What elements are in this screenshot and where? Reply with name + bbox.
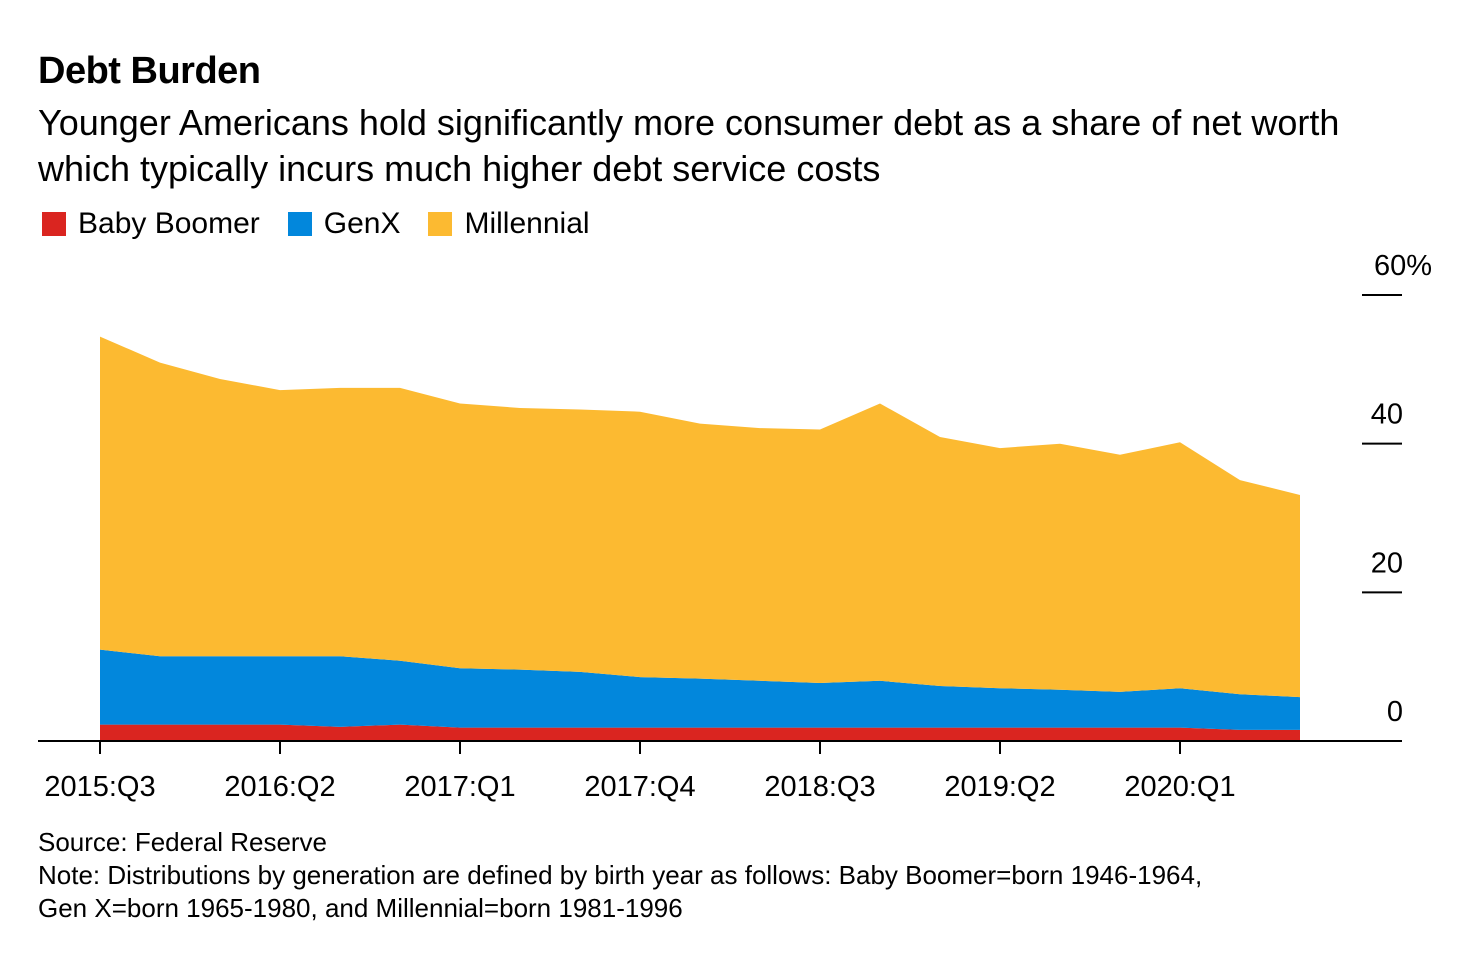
legend-item-baby-boomer: Baby Boomer [42, 207, 260, 241]
x-tick-label: 2015:Q3 [44, 771, 155, 803]
x-tick-label: 2020:Q1 [1124, 771, 1235, 803]
area-layers [100, 336, 1300, 741]
y-tick-label: 60% [1374, 250, 1432, 282]
legend-item-millennial: Millennial [428, 207, 590, 241]
legend-item-genx: GenX [287, 207, 401, 241]
chart-title: Debt Burden [38, 50, 261, 92]
x-tick-label: 2017:Q4 [584, 771, 695, 803]
footer: Source: Federal Reserve Note: Distributi… [38, 826, 1202, 925]
legend-label: GenX [323, 207, 401, 240]
legend-label: Baby Boomer [78, 207, 260, 240]
y-tick-label: 40 [1371, 399, 1403, 431]
legend-label: Millennial [464, 207, 590, 240]
source-note: Source: Federal Reserve [38, 827, 328, 857]
area-baby-boomer [100, 724, 1300, 741]
y-axis: 0 20 40 60% [1362, 250, 1432, 728]
legend-swatch-baby-boomer [42, 212, 66, 236]
x-tick-label: 2019:Q2 [944, 771, 1055, 803]
methodology-note-line-1: Note: Distributions by generation are de… [38, 860, 1203, 890]
x-axis: 2015:Q3 2016:Q2 2017:Q1 2017:Q4 2018:Q3 2019:… [44, 741, 1236, 803]
x-tick-label: 2018:Q3 [764, 771, 875, 803]
x-tick-label: 2016:Q2 [224, 771, 335, 803]
legend: Baby Boomer GenX Millennial [42, 207, 618, 241]
y-tick-label: 20 [1371, 547, 1403, 579]
legend-swatch-genx [287, 212, 312, 236]
area-genx [100, 649, 1300, 730]
x-tick-label: 2017:Q1 [404, 771, 515, 803]
chart-subtitle: Younger Americans hold significantly mor… [38, 102, 1340, 189]
methodology-note-line-2: Gen X=born 1965-1980, and Millennial=bor… [38, 893, 683, 923]
legend-swatch-millennial [428, 212, 453, 236]
area-millennial [100, 336, 1300, 698]
y-tick-label: 0 [1387, 696, 1403, 728]
